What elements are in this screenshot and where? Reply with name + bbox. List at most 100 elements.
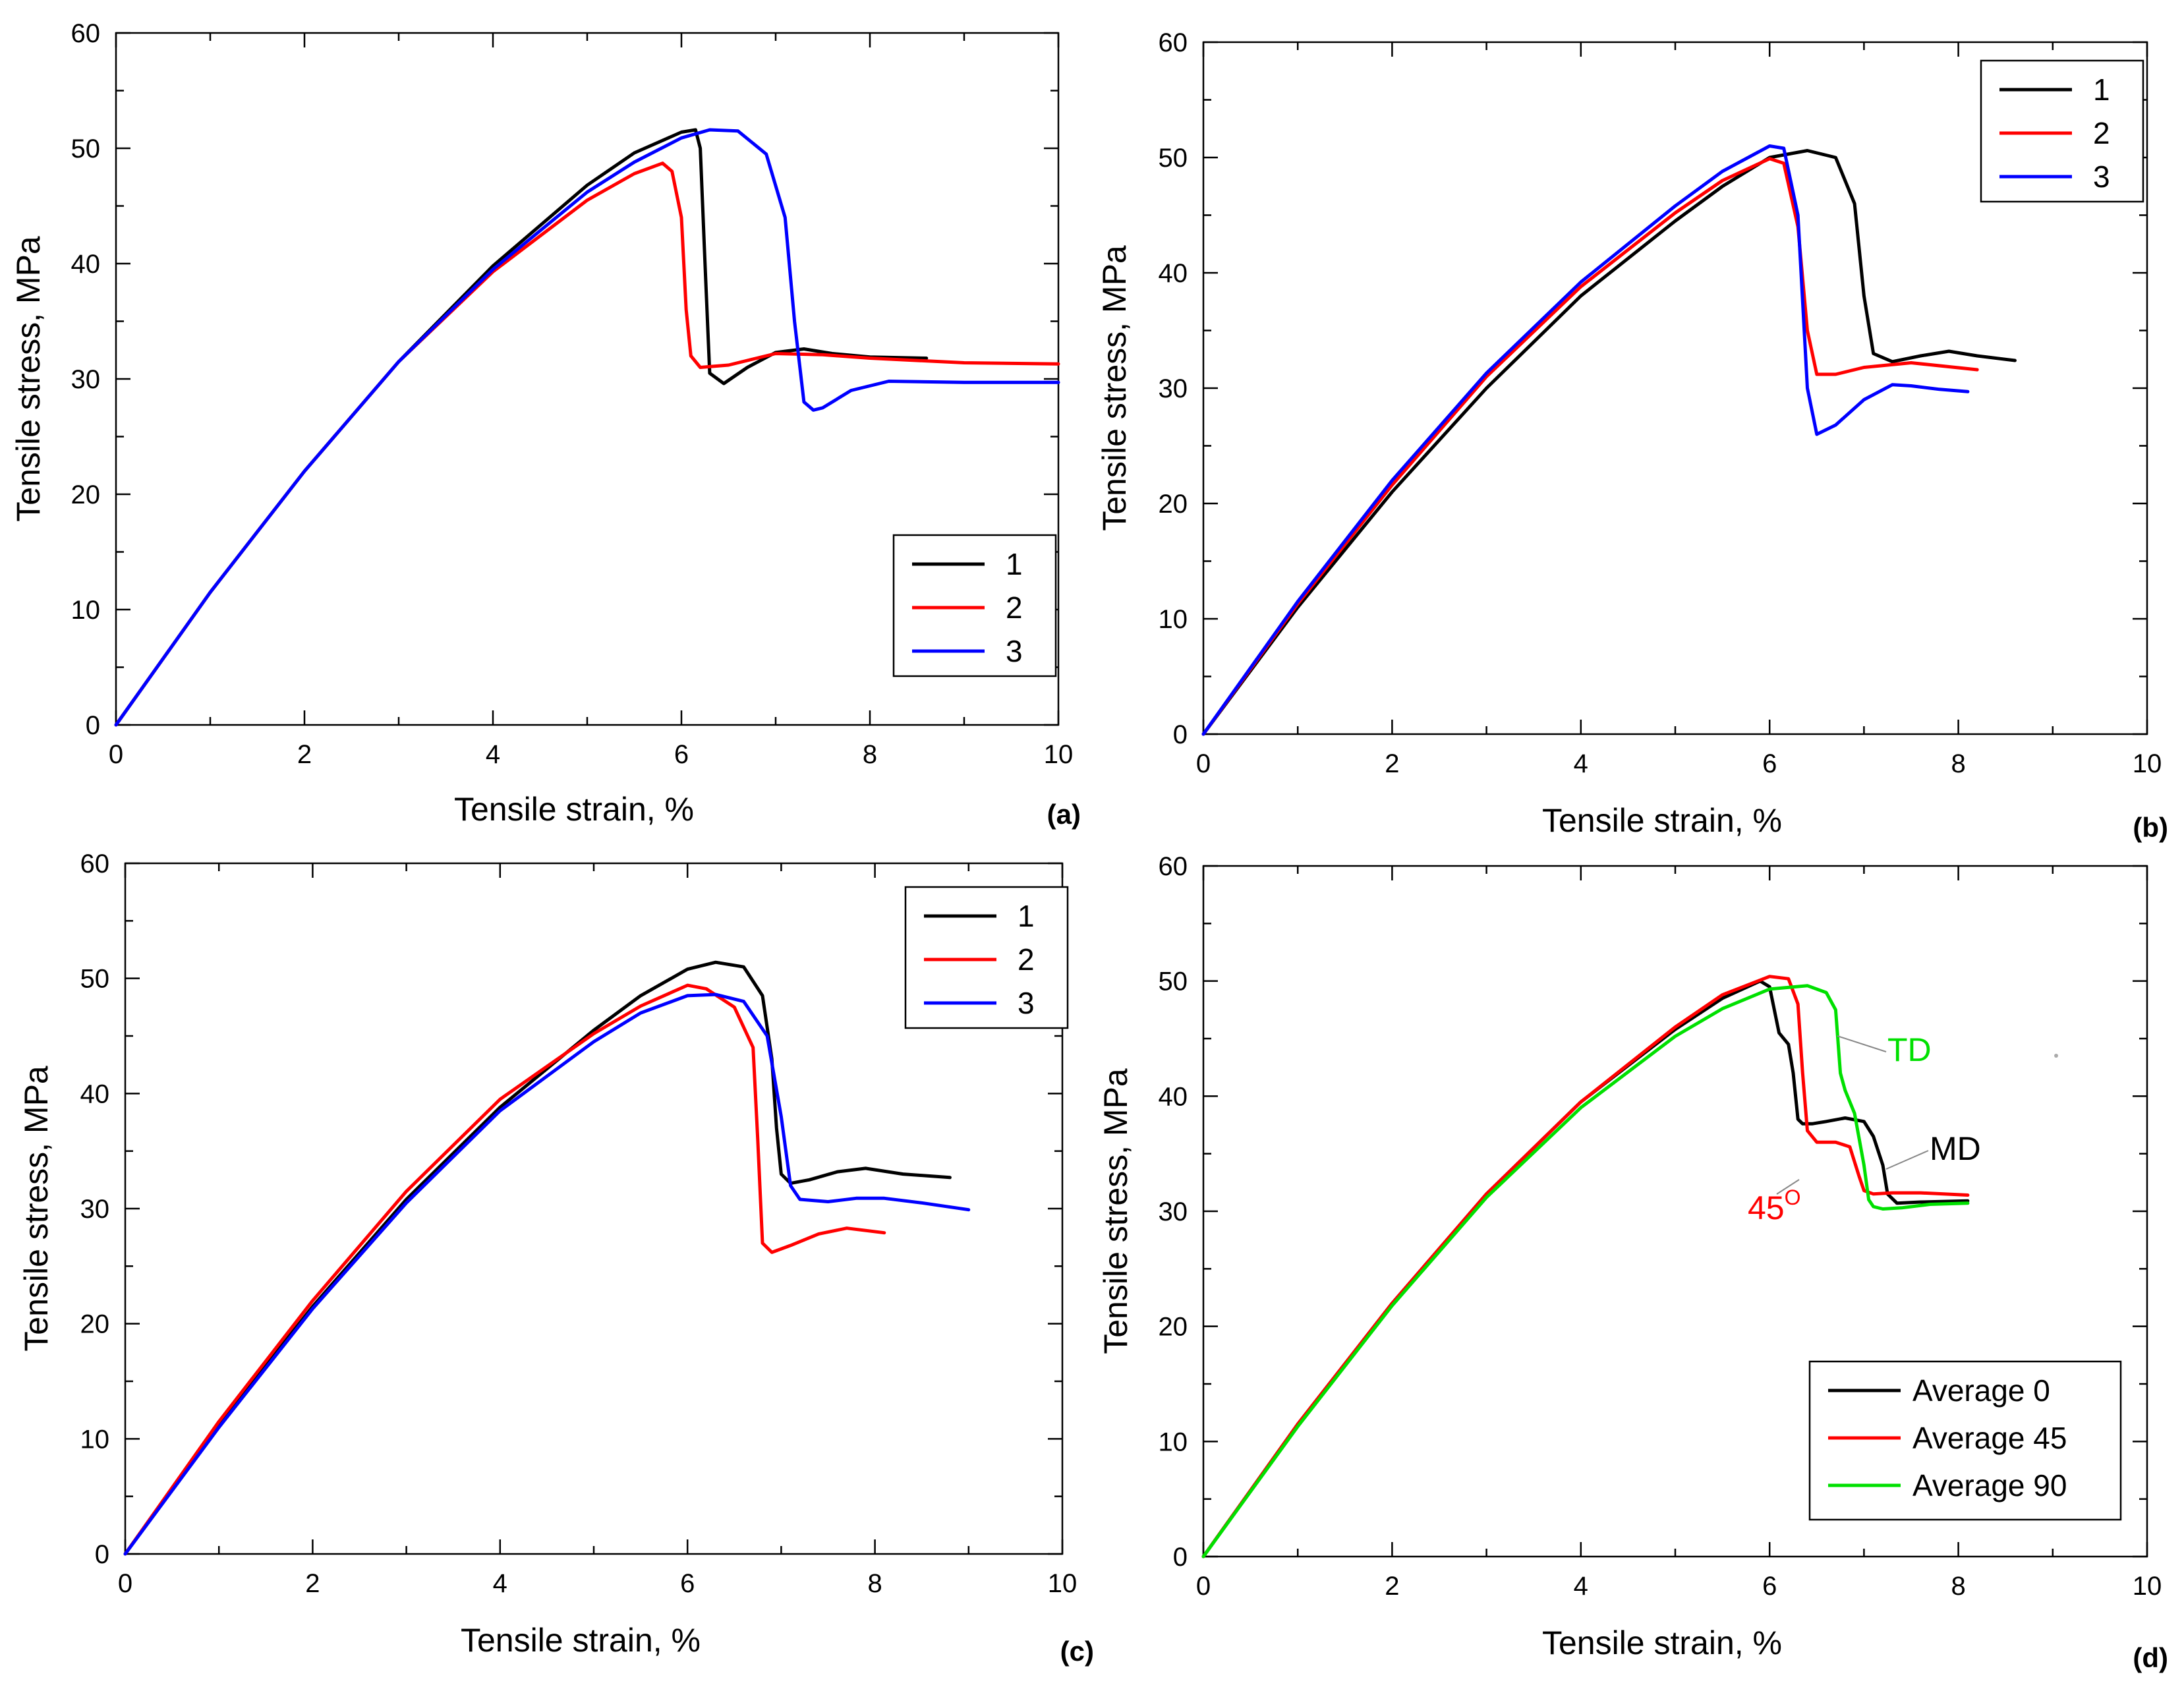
y-tick-label: 10 xyxy=(80,1425,110,1454)
y-tick-label: 20 xyxy=(80,1310,110,1339)
legend-label-2: 2 xyxy=(1006,590,1023,625)
y-tick-label: 50 xyxy=(71,134,101,163)
x-tick-label: 4 xyxy=(486,740,500,769)
x-tick-label: 8 xyxy=(867,1569,882,1598)
y-tick-label: 50 xyxy=(1159,144,1188,173)
y-tick-label: 10 xyxy=(71,596,101,625)
y-axis-title: Tensile stress, MPa xyxy=(18,1066,55,1352)
series-line-2 xyxy=(1201,975,1970,1559)
x-axis-title: Tensile strain, % xyxy=(1542,802,1782,839)
y-tick-label: 30 xyxy=(80,1195,110,1224)
y-tick-label: 0 xyxy=(95,1540,109,1569)
x-tick-label: 0 xyxy=(118,1569,132,1598)
annotation-3: 45O xyxy=(1748,1186,1801,1226)
series-line-1 xyxy=(123,960,952,1556)
x-tick-label: 6 xyxy=(674,740,689,769)
x-tick-label: 8 xyxy=(1951,749,1965,778)
y-tick-label: 40 xyxy=(1159,1082,1188,1111)
y-tick-label: 10 xyxy=(1159,1427,1188,1456)
y-tick-label: 40 xyxy=(71,250,101,279)
legend-label-3: 3 xyxy=(1018,986,1035,1020)
y-tick-label: 20 xyxy=(1159,490,1188,519)
annotation-superscript: O xyxy=(1785,1186,1801,1209)
chart-panel-b: 0 2 4 6 8 10 0 10 20 30 40 50 60 Tensile strain, % Ten… xyxy=(1096,28,2168,843)
legend-box xyxy=(1980,59,2144,203)
chart-panel-d: 0 2 4 6 8 10 0 10 20 30 40 50 60 Tensile strain, % Ten… xyxy=(1097,852,2168,1673)
y-tick-label: 20 xyxy=(1159,1313,1188,1342)
x-axis-title: Tensile strain, % xyxy=(461,1622,701,1659)
annotation-1: TD xyxy=(1887,1031,1932,1068)
y-tick-label: 10 xyxy=(1159,605,1188,634)
y-tick-label: 50 xyxy=(80,965,110,994)
y-tick-label: 40 xyxy=(1159,259,1188,288)
panel-label: (a) xyxy=(1047,799,1081,830)
annotation-text: 45 xyxy=(1748,1189,1785,1226)
x-tick-label: 10 xyxy=(1044,740,1074,769)
legend-label-1: Average 0 xyxy=(1912,1373,2050,1408)
y-tick-label: 0 xyxy=(86,711,100,740)
y-tick-label: 60 xyxy=(80,849,110,878)
x-tick-label: 2 xyxy=(305,1569,320,1598)
x-tick-label: 2 xyxy=(1385,1572,1399,1601)
legend-label-3: 3 xyxy=(1006,634,1023,668)
x-tick-label: 6 xyxy=(680,1569,695,1598)
x-tick-label: 6 xyxy=(1762,1572,1777,1601)
x-tick-label: 4 xyxy=(1574,749,1588,778)
x-tick-label: 10 xyxy=(2133,749,2162,778)
x-tick-label: 0 xyxy=(109,740,123,769)
legend-label-1: 1 xyxy=(1018,899,1035,933)
panel-label: (c) xyxy=(1060,1636,1094,1667)
panel-label: (d) xyxy=(2133,1642,2168,1673)
x-tick-label: 4 xyxy=(493,1569,507,1598)
y-tick-label: 0 xyxy=(1173,720,1188,749)
x-axis-title: Tensile strain, % xyxy=(454,791,694,828)
chart-panel-c: 0 2 4 6 8 10 0 10 20 30 40 50 60 Tensile strain, % Ten… xyxy=(18,849,1094,1667)
annotation-leader-2 xyxy=(1885,1150,1929,1170)
legend: 1 2 3 xyxy=(1980,59,2144,203)
series-line-3 xyxy=(114,128,1060,727)
y-tick-label: 20 xyxy=(71,480,101,509)
panel-label: (b) xyxy=(2133,812,2168,843)
legend-label-2: Average 45 xyxy=(1912,1421,2067,1455)
series-line-2 xyxy=(123,983,886,1556)
annotation-2: MD xyxy=(1930,1130,1981,1167)
legend: 1 2 3 xyxy=(904,886,1069,1029)
x-tick-label: 2 xyxy=(1385,749,1399,778)
x-tick-label: 10 xyxy=(1048,1569,1078,1598)
legend-label-2: 2 xyxy=(2093,116,2110,150)
y-tick-label: 40 xyxy=(80,1079,110,1108)
legend-box xyxy=(904,886,1069,1029)
y-tick-label: 60 xyxy=(1159,28,1188,57)
y-tick-label: 60 xyxy=(71,19,101,48)
x-axis-title: Tensile strain, % xyxy=(1542,1624,1782,1661)
y-tick-label: 60 xyxy=(1159,852,1188,881)
legend-label-2: 2 xyxy=(1018,942,1035,977)
legend-box xyxy=(1808,1360,2122,1521)
x-tick-label: 0 xyxy=(1196,749,1211,778)
series-line-3 xyxy=(1201,984,1970,1559)
series-line-3 xyxy=(1201,144,1970,736)
legend-label-1: 1 xyxy=(2093,72,2110,107)
x-tick-label: 6 xyxy=(1762,749,1777,778)
annotation-leader-1 xyxy=(1837,1035,1887,1052)
series-line-2 xyxy=(1201,157,1979,736)
x-tick-label: 4 xyxy=(1574,1572,1588,1601)
annotation-leader-3 xyxy=(1776,1179,1800,1195)
legend: Average 0 Average 45 Average 90 xyxy=(1808,1360,2122,1521)
y-tick-label: 0 xyxy=(1173,1543,1188,1572)
legend-label-3: Average 90 xyxy=(1912,1468,2067,1503)
y-tick-label: 30 xyxy=(71,365,101,394)
stray-mark xyxy=(2054,1054,2058,1058)
x-tick-label: 0 xyxy=(1196,1572,1211,1601)
legend: 1 2 3 xyxy=(892,534,1057,677)
legend-box xyxy=(892,534,1057,677)
x-tick-label: 8 xyxy=(1951,1572,1965,1601)
y-tick-label: 30 xyxy=(1159,1197,1188,1226)
y-tick-label: 30 xyxy=(1159,374,1188,403)
legend-label-1: 1 xyxy=(1006,547,1023,581)
x-tick-label: 2 xyxy=(297,740,312,769)
chart-panel-a: 0 2 4 6 8 10 0 10 20 30 40 50 60 Tensile strain, % Ten… xyxy=(10,19,1081,830)
y-tick-label: 50 xyxy=(1159,967,1188,996)
series-line-1 xyxy=(1201,149,2017,736)
